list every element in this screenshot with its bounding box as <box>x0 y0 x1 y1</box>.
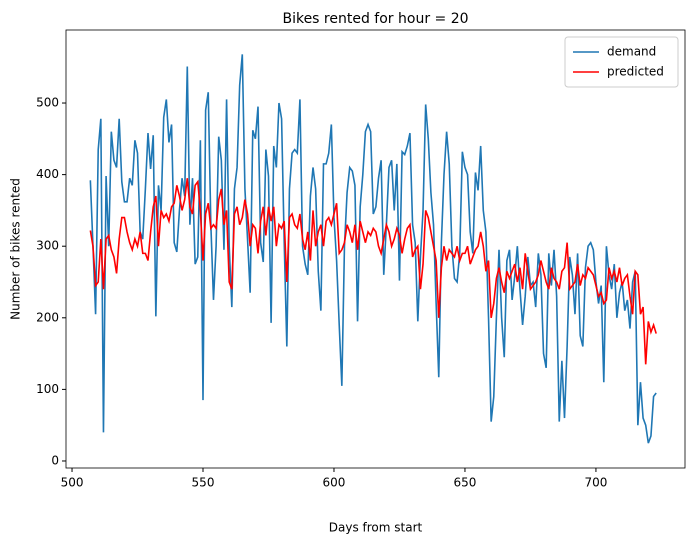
y-tick-label: 400 <box>36 167 59 181</box>
x-tick-label: 700 <box>584 476 607 490</box>
legend-box <box>564 36 679 88</box>
y-tick-label: 100 <box>36 382 59 396</box>
y-tick-label: 300 <box>36 239 59 253</box>
y-tick-label: 0 <box>51 453 59 467</box>
legend-label: predicted <box>607 65 664 79</box>
x-tick-label: 500 <box>61 476 84 490</box>
chart-title: Bikes rented for hour = 20 <box>282 11 468 27</box>
x-tick-label: 650 <box>454 476 477 490</box>
plot-frame <box>65 29 686 469</box>
x-tick-label: 600 <box>323 476 346 490</box>
y-tick-label: 200 <box>36 310 59 324</box>
series-line <box>89 54 657 444</box>
y-axis-label: Number of bikes rented <box>9 178 23 320</box>
x-axis-label: Days from start <box>329 521 423 535</box>
legend-label: demand <box>607 45 656 59</box>
y-tick-label: 500 <box>36 96 59 110</box>
x-tick-label: 550 <box>192 476 215 490</box>
series-line <box>89 178 657 365</box>
